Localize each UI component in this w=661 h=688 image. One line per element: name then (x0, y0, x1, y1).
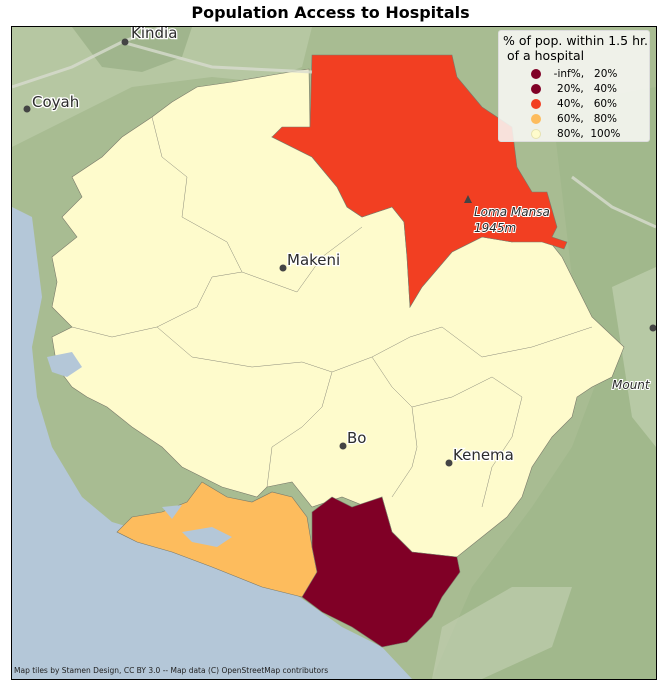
kindia-label: Kindia (131, 27, 177, 42)
terrain-shade-east (432, 87, 656, 679)
districts (51, 54, 625, 648)
coyah-label: Coyah (32, 93, 79, 111)
makeni-label: Makeni (287, 251, 340, 269)
legend-item: 60%, 80% (531, 112, 617, 125)
legend-label: 60%, 80% (547, 112, 618, 125)
city-markers (23, 38, 657, 467)
legend-item: -inf%, 20% (531, 67, 617, 80)
legend-dot-icon (531, 68, 541, 79)
legend-item: 80%, 100% (531, 127, 620, 140)
district-mid-access[interactable] (271, 54, 568, 308)
legend-dot-icon (531, 128, 541, 139)
legend-item: 20%, 40% (531, 82, 617, 95)
legend-dot-icon (531, 98, 541, 109)
legend-item: 40%, 60% (531, 97, 617, 110)
legend-label: -inf%, 20% (547, 67, 618, 80)
district-boundaries (71, 116, 593, 508)
legend-label: 40%, 60% (547, 97, 618, 110)
coyah-marker[interactable] (23, 105, 31, 113)
map-canvas[interactable]: Kindia Coyah Makeni Bo Kenema Loma Mansa… (12, 27, 656, 679)
district-low-access[interactable] (301, 496, 461, 648)
kenema-marker[interactable] (445, 459, 453, 467)
legend-dot-icon (531, 113, 541, 124)
loma-mansa-peak-icon (464, 195, 472, 203)
legend-label: 80%, 100% (547, 127, 621, 140)
loma-mansa-label: Loma Mansa (474, 205, 550, 219)
legend-label: 20%, 40% (547, 82, 618, 95)
mount-label: Mount (612, 378, 651, 392)
map-attribution: Map tiles by Stamen Design, CC BY 3.0 --… (14, 666, 329, 675)
bo-marker[interactable] (339, 442, 347, 450)
map-title: Population Access to Hospitals (191, 3, 470, 22)
roads (12, 27, 656, 229)
terrain-light-south (432, 587, 572, 679)
east-edge-marker[interactable] (649, 324, 657, 332)
map-legend: % of pop. within 1.5 hr. of a hospital -… (498, 30, 650, 142)
kindia-marker[interactable] (121, 38, 129, 46)
legend-dot-icon (531, 83, 541, 94)
terrain-shade-hills (72, 27, 192, 72)
makeni-marker[interactable] (279, 264, 287, 272)
estuary-waters (47, 352, 232, 547)
loma-mansa-elevation: 1945m (474, 221, 516, 235)
bo-label: Bo (347, 429, 366, 447)
legend-title: % of pop. within 1.5 hr. of a hospital (503, 33, 648, 63)
terrain-shade-north (12, 27, 312, 147)
terrain-light-east (612, 267, 656, 447)
kenema-label: Kenema (453, 446, 514, 464)
